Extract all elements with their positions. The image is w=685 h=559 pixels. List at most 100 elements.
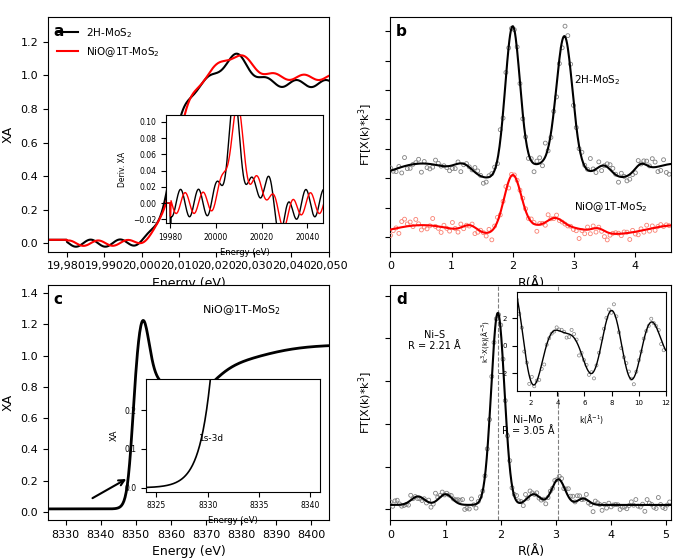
Point [529, 218, 540, 227]
Point [517, 114, 528, 123]
Point [652, 167, 663, 176]
Point [461, 159, 472, 168]
2H-MoS$_2$ [179, 105, 188, 112]
Point [450, 164, 461, 173]
Point [388, 226, 399, 235]
Point [661, 168, 672, 177]
Point [599, 161, 610, 170]
Point [461, 221, 472, 230]
Point [601, 159, 612, 168]
Point [644, 162, 655, 170]
Point [464, 505, 475, 514]
Y-axis label: XA: XA [2, 126, 15, 143]
Point [642, 495, 653, 504]
Point [520, 490, 531, 499]
Point [540, 499, 551, 508]
Point [590, 496, 601, 505]
Point [590, 228, 601, 236]
Point [427, 500, 438, 509]
Point [624, 175, 635, 184]
Text: NiO@1T-MoS$_2$: NiO@1T-MoS$_2$ [573, 201, 647, 214]
Point [503, 44, 514, 53]
Point [478, 228, 489, 237]
Point [664, 170, 675, 179]
Point [412, 494, 423, 503]
Point [509, 490, 520, 499]
Point [548, 107, 559, 116]
Point [633, 501, 644, 510]
Point [469, 163, 480, 172]
Point [455, 496, 466, 505]
Line: 2H-MoS$_2$: 2H-MoS$_2$ [48, 54, 329, 247]
Point [421, 499, 432, 508]
Y-axis label: XA: XA [2, 394, 15, 411]
Point [596, 166, 607, 175]
Point [603, 499, 614, 508]
Point [408, 494, 419, 503]
Point [414, 494, 425, 503]
Point [540, 221, 551, 230]
Point [608, 229, 619, 238]
2H-MoS$_2$ [178, 109, 186, 116]
Point [619, 503, 630, 511]
Point [506, 170, 517, 179]
Point [585, 229, 596, 238]
Point [549, 476, 560, 485]
Point [548, 214, 559, 223]
X-axis label: Energy (eV): Energy (eV) [151, 545, 225, 558]
Point [436, 228, 447, 237]
Point [583, 499, 594, 508]
Point [486, 235, 497, 244]
Point [537, 161, 548, 170]
Point [520, 205, 531, 214]
Point [473, 497, 484, 506]
Point [518, 501, 529, 510]
Point [644, 499, 655, 508]
Point [636, 224, 647, 233]
Point [403, 501, 414, 510]
Point [599, 500, 610, 509]
Point [441, 489, 452, 498]
Point [585, 154, 596, 163]
Point [464, 162, 475, 171]
Point [475, 492, 486, 501]
Point [630, 495, 641, 504]
Point [492, 213, 503, 222]
Y-axis label: FT[X(k)*k$^3$]: FT[X(k)*k$^3$] [357, 103, 375, 165]
Point [516, 497, 527, 506]
Point [444, 166, 455, 175]
Point [576, 495, 587, 504]
Point [580, 229, 590, 238]
Point [462, 504, 473, 513]
2H-MoS$_2$ [72, 243, 80, 250]
Point [610, 228, 621, 237]
Point [456, 220, 466, 229]
Point [565, 60, 576, 69]
Point [405, 217, 416, 226]
Point [525, 486, 536, 495]
Point [560, 22, 571, 31]
Point [425, 221, 436, 230]
Y-axis label: FT[X(k)*k$^3$]: FT[X(k)*k$^3$] [357, 371, 375, 434]
Point [402, 220, 413, 229]
Point [464, 221, 475, 230]
Point [606, 503, 616, 511]
Point [419, 494, 429, 503]
Point [534, 153, 545, 162]
Point [545, 487, 556, 496]
Point [492, 159, 503, 168]
Point [638, 157, 649, 165]
Point [536, 496, 547, 505]
Point [593, 158, 604, 167]
Point [522, 494, 533, 503]
Point [661, 220, 672, 229]
Point [425, 164, 436, 173]
Point [649, 158, 660, 167]
Point [562, 221, 573, 230]
Point [432, 493, 443, 502]
Point [641, 157, 652, 165]
Point [557, 217, 568, 226]
Point [636, 159, 647, 168]
Point [551, 92, 562, 101]
Point [545, 214, 556, 223]
